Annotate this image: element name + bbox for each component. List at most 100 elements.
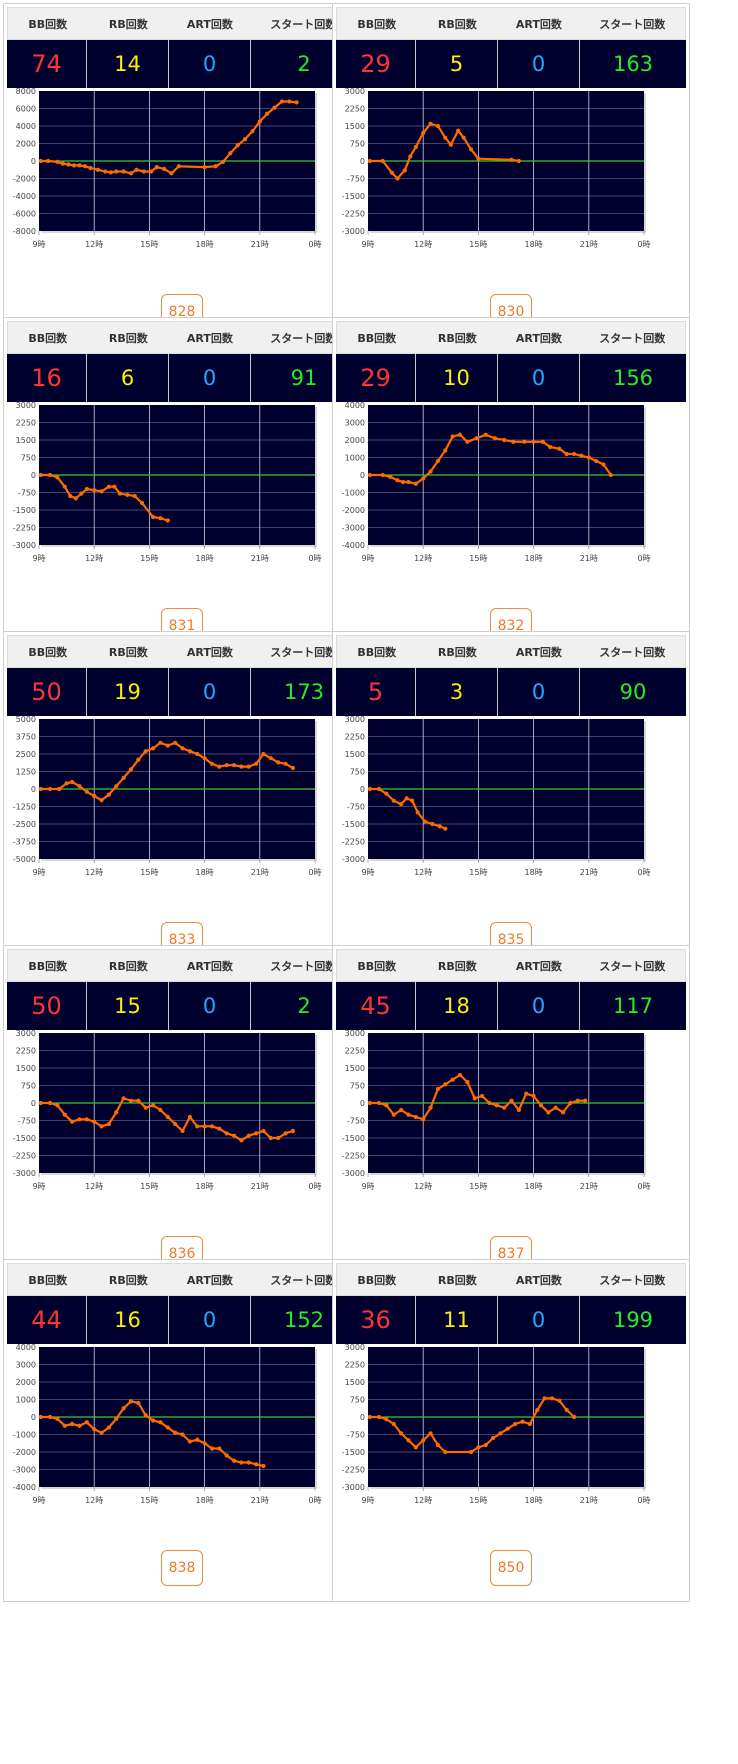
art-header: ART回数 [186, 645, 233, 659]
data-point [150, 746, 156, 751]
x-tick-label: 0時 [308, 240, 321, 249]
machine-number-button[interactable]: 838 [161, 1550, 203, 1586]
data-point [450, 1077, 455, 1082]
data-point [435, 1442, 441, 1448]
data-point [376, 1414, 382, 1420]
data-point [583, 1098, 588, 1103]
y-tick-label: 0 [31, 1413, 36, 1422]
data-point [276, 1135, 281, 1141]
data-point [231, 763, 237, 768]
machine-number-button[interactable]: 850 [490, 1550, 532, 1586]
y-tick-label: 3000 [16, 1030, 36, 1038]
data-point [265, 111, 270, 116]
stats-values: 45 18 0 117 [336, 982, 686, 1030]
data-point [261, 1463, 266, 1469]
data-point [548, 444, 553, 450]
y-tick-label: 750 [350, 140, 365, 149]
data-point [88, 165, 93, 171]
data-point [62, 484, 67, 489]
machine-card: BB回数 RB回数 ART回数 スタート回数 5 3 0 90 3000 2250 1500 750 0… [332, 631, 690, 974]
start-header: スタート回数 [270, 959, 337, 973]
data-point [228, 151, 233, 156]
data-point [213, 164, 218, 169]
y-tick-label: 3000 [345, 88, 365, 96]
data-point [516, 158, 521, 164]
data-point [404, 796, 409, 801]
x-tick-label: 21時 [580, 554, 598, 563]
x-tick-label: 0時 [637, 554, 650, 563]
data-point [92, 1427, 97, 1432]
data-point [209, 1446, 215, 1451]
data-point [38, 472, 43, 478]
data-point [128, 767, 134, 772]
art-count: 0 [169, 668, 251, 716]
rb-count: 14 [87, 40, 169, 88]
data-point [406, 1438, 411, 1443]
y-tick-label: -750 [347, 175, 365, 184]
slump-chart: 3000 2250 1500 750 0 -750 -1500 -2250 -3000 9時 12時… [13, 402, 322, 563]
data-point [290, 765, 296, 771]
data-point [77, 784, 82, 789]
data-point [443, 1082, 448, 1087]
x-tick-label: 21時 [580, 1496, 598, 1505]
data-point [79, 491, 84, 496]
data-point [579, 453, 584, 458]
y-tick-label: 4000 [16, 1344, 36, 1352]
machine-card: BB回数 RB回数 ART回数 スタート回数 45 18 0 117 3000 2250 1500 7… [332, 945, 690, 1288]
rb-header: RB回数 [108, 331, 148, 345]
art-header: ART回数 [186, 17, 233, 31]
data-point [384, 1417, 389, 1422]
x-tick-label: 18時 [525, 868, 543, 877]
bb-count: 50 [7, 668, 87, 716]
art-header: ART回数 [515, 645, 562, 659]
y-tick-label: -4000 [342, 541, 365, 550]
bb-count: 16 [7, 354, 87, 402]
data-point [564, 451, 569, 457]
y-tick-label: -1000 [342, 489, 365, 498]
data-point [114, 1416, 119, 1421]
y-tick-label: -1500 [342, 1134, 365, 1143]
data-point [254, 1131, 259, 1136]
data-point [516, 1107, 521, 1113]
data-point [103, 169, 108, 174]
data-point [535, 1407, 540, 1413]
stats-values: 74 14 0 2 [7, 40, 357, 88]
start-header: スタート回数 [270, 17, 337, 31]
data-point [176, 164, 181, 169]
machine-card: BB回数 RB回数 ART回数 スタート回数 29 5 0 163 3000 2250 1500 75… [332, 3, 690, 346]
data-point [239, 1460, 244, 1465]
data-point [242, 137, 248, 142]
data-point [150, 1418, 156, 1423]
slump-chart: 8000 6000 4000 2000 0 -2000 -4000 -6000 -8000 9時 1… [13, 88, 322, 249]
x-tick-label: 12時 [414, 240, 432, 249]
start-count: 173 [283, 680, 325, 704]
y-tick-label: -750 [347, 803, 365, 812]
data-point [224, 1453, 229, 1458]
data-point [121, 169, 126, 174]
y-tick-label: -1000 [13, 1431, 36, 1440]
y-tick-label: 0 [31, 785, 36, 794]
x-tick-label: 0時 [308, 554, 321, 563]
data-point [143, 1105, 148, 1110]
data-point [231, 1133, 237, 1138]
data-point [413, 481, 418, 486]
data-point [406, 1112, 411, 1117]
y-tick-label: -2250 [342, 1152, 365, 1161]
data-point [217, 1446, 222, 1451]
y-tick-label: 1250 [16, 768, 36, 777]
art-header: ART回数 [515, 17, 562, 31]
x-tick-label: 12時 [85, 1496, 103, 1505]
y-tick-label: -3000 [342, 227, 365, 236]
stats-values: 29 10 0 156 [336, 354, 686, 402]
data-point [443, 135, 448, 140]
stats-header: BB回数 RB回数 ART回数 スタート回数 [336, 321, 686, 354]
data-point [55, 1416, 60, 1421]
data-point [367, 158, 372, 164]
x-tick-label: 15時 [469, 1496, 487, 1505]
stats-values: 29 5 0 163 [336, 40, 686, 88]
data-point [134, 167, 139, 172]
data-point [415, 810, 420, 815]
art-count: 0 [169, 982, 251, 1030]
data-point [428, 1431, 433, 1436]
start-header: スタート回数 [599, 959, 666, 973]
